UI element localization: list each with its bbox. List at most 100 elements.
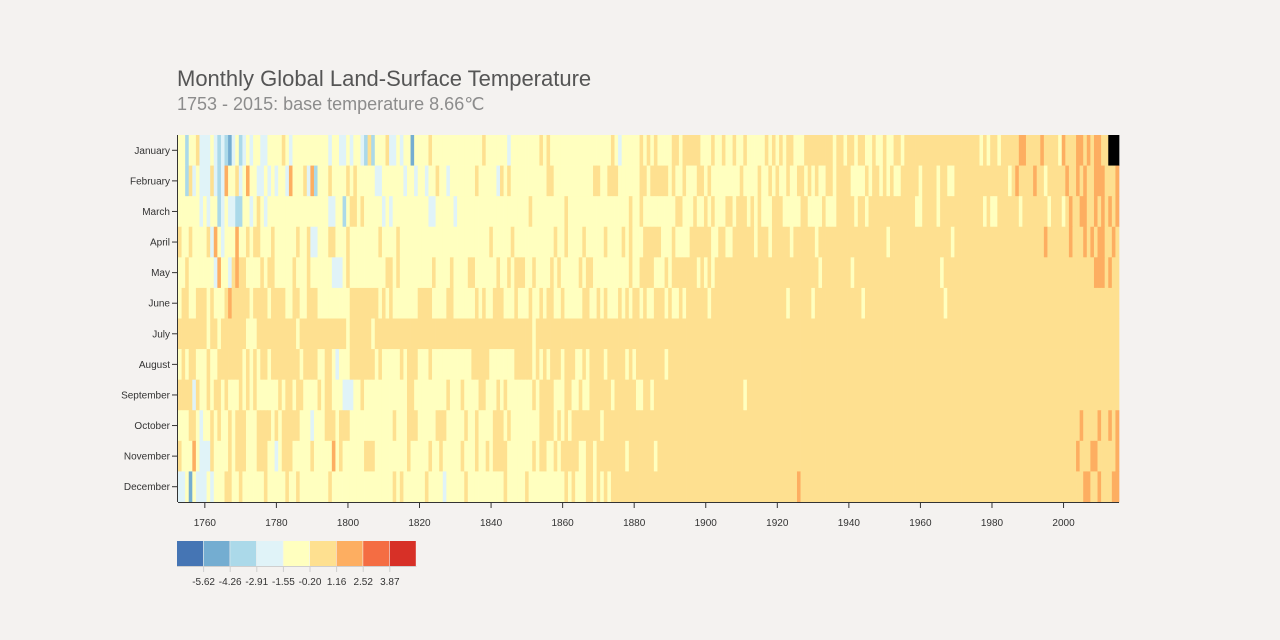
heatmap-cell [675, 135, 680, 166]
heatmap-cell [940, 287, 945, 319]
heatmap-cell [689, 257, 694, 289]
heatmap-cell [718, 471, 723, 503]
heatmap-cell [789, 349, 794, 381]
heatmap-cell [646, 471, 651, 503]
heatmap-cell [1083, 379, 1088, 411]
heatmap-cell [467, 135, 472, 166]
heatmap-cell [703, 379, 708, 411]
heatmap-cell [736, 196, 741, 228]
heatmap-cell [671, 287, 676, 319]
heatmap-cell [746, 287, 751, 319]
heatmap-cell [439, 196, 444, 228]
heatmap-cell [915, 135, 919, 166]
heatmap-cell [675, 226, 680, 258]
heatmap-cell [1076, 410, 1080, 442]
heatmap-cell [185, 165, 190, 197]
legend-swatch [203, 541, 230, 566]
heatmap-cell [303, 226, 308, 258]
heatmap-cell [789, 196, 794, 228]
heatmap-cell [925, 410, 930, 442]
heatmap-cell [1000, 257, 1005, 289]
heatmap-cell [228, 440, 233, 472]
heatmap-cell [457, 318, 462, 350]
heatmap-cell [553, 318, 558, 350]
heatmap-cell [228, 410, 233, 442]
heatmap-cell [385, 440, 390, 472]
heatmap-cell [678, 165, 683, 197]
heatmap-cell [460, 165, 465, 197]
heatmap-cell [975, 440, 980, 472]
heatmap-cell [625, 226, 630, 258]
heatmap-cell [278, 257, 283, 289]
heatmap-cell [854, 226, 859, 258]
heatmap-cell [750, 196, 755, 228]
heatmap-cell [786, 257, 791, 289]
heatmap-cell [568, 257, 572, 289]
heatmap-cell [890, 135, 894, 166]
heatmap-cell [983, 440, 987, 472]
heatmap-cell [521, 471, 526, 503]
heatmap-cell [421, 318, 426, 350]
heatmap-cell [861, 196, 866, 228]
heatmap-cell [1068, 471, 1073, 503]
heatmap-cell [1043, 196, 1048, 228]
heatmap-cell [757, 196, 762, 228]
heatmap-cell [560, 440, 565, 472]
heatmap-cell [800, 287, 805, 319]
heatmap-cell [1029, 440, 1034, 472]
heatmap-cell [836, 196, 841, 228]
heatmap-cell [1036, 196, 1041, 228]
heatmap-cell [1079, 318, 1084, 350]
heatmap-cell [786, 135, 791, 166]
heatmap-cell [374, 440, 379, 472]
heatmap-cell [578, 287, 583, 319]
heatmap-cell [353, 135, 358, 166]
heatmap-cell [861, 410, 866, 442]
heatmap-cell [353, 349, 358, 381]
heatmap-cell [850, 135, 855, 166]
heatmap-cell [396, 257, 401, 289]
heatmap-cell [356, 471, 361, 503]
heatmap-cell [614, 471, 619, 503]
heatmap-cell [603, 196, 608, 228]
heatmap-cell [582, 165, 587, 197]
heatmap-cell [600, 257, 605, 289]
heatmap-cell [360, 410, 365, 442]
heatmap-cell [721, 471, 726, 503]
heatmap-cell [217, 471, 222, 503]
heatmap-cell [786, 226, 791, 258]
heatmap-cell [703, 226, 708, 258]
heatmap-cell [364, 440, 368, 472]
heatmap-cell [510, 349, 515, 381]
heatmap-cell [843, 196, 848, 228]
heatmap-cell [199, 318, 204, 350]
heatmap-cell [492, 135, 497, 166]
heatmap-cell [1068, 135, 1073, 166]
heatmap-cell [671, 196, 676, 228]
heatmap-cell [657, 318, 662, 350]
heatmap-cell [432, 165, 436, 197]
heatmap-cell [943, 287, 948, 319]
heatmap-cell [510, 410, 515, 442]
heatmap-cell [668, 471, 673, 503]
heatmap-cell [1111, 257, 1116, 289]
heatmap-cell [922, 165, 927, 197]
heatmap-cell [1061, 257, 1066, 289]
heatmap-cell [850, 257, 855, 289]
heatmap-cell [1083, 165, 1088, 197]
heatmap-cell [231, 318, 236, 350]
heatmap-cell [317, 379, 322, 411]
heatmap-cell [1054, 440, 1059, 472]
heatmap-cell [1101, 135, 1106, 166]
heatmap-cell [220, 135, 225, 166]
heatmap-cell [782, 165, 787, 197]
heatmap-cell [746, 440, 751, 472]
heatmap-cell [718, 287, 723, 319]
heatmap-cell [618, 440, 623, 472]
heatmap-cell [872, 226, 877, 258]
heatmap-cell [911, 287, 916, 319]
heatmap-cell [217, 410, 222, 442]
heatmap-cell [732, 379, 737, 411]
heatmap-cell [310, 165, 315, 197]
heatmap-cell [432, 471, 436, 503]
